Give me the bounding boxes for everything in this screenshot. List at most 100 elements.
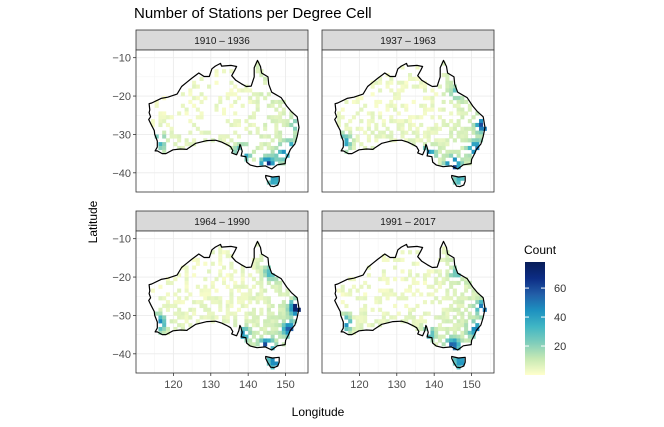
heatmap-cell [408, 76, 413, 82]
heatmap-cell [263, 80, 268, 85]
heatmap-cell [173, 326, 178, 332]
colorbar-label: 20 [554, 341, 566, 353]
heatmap-cell [203, 296, 208, 301]
heatmap-cell [422, 280, 427, 286]
heatmap-cell [441, 257, 446, 263]
heatmap-cell [281, 311, 286, 316]
heatmap-cell [393, 292, 398, 297]
heatmap-cell [240, 280, 245, 286]
heatmap-cell [207, 296, 212, 301]
heatmap-cell [278, 311, 283, 316]
heatmap-cell [263, 76, 268, 82]
heatmap-cell [456, 103, 461, 108]
heatmap-cell [195, 84, 200, 89]
heatmap-cell [396, 80, 401, 85]
heatmap-cell [467, 303, 472, 309]
heatmap-cell [259, 284, 264, 289]
heatmap-cell [274, 180, 279, 185]
heatmap-cell [471, 319, 476, 324]
heatmap-cell [281, 107, 286, 112]
heatmap-cell [281, 119, 286, 124]
heatmap-cell [344, 323, 349, 328]
heatmap-cell [244, 326, 249, 332]
heatmap-cell [404, 296, 409, 301]
heatmap-cell [411, 280, 416, 286]
heatmap-cell [218, 296, 223, 301]
heatmap-cell [173, 142, 178, 147]
heatmap-cell [259, 134, 264, 139]
heatmap-cell [408, 307, 413, 312]
heatmap-cell [467, 330, 472, 335]
heatmap-cell [274, 153, 279, 158]
heatmap-cell [285, 323, 290, 328]
heatmap-cell [456, 319, 461, 324]
heatmap-cell [464, 153, 469, 158]
heatmap-cell [162, 119, 167, 124]
heatmap-cell [374, 296, 379, 301]
heatmap-cell [214, 288, 219, 293]
heatmap-cell [281, 122, 286, 128]
heatmap-cell [266, 92, 271, 97]
heatmap-cell [229, 277, 234, 282]
heatmap-cell [434, 334, 439, 339]
heatmap-cell [404, 138, 409, 143]
heatmap-cell [210, 311, 215, 316]
heatmap-cell [471, 303, 476, 309]
heatmap-cell [355, 96, 360, 101]
heatmap-cell [426, 130, 431, 135]
heatmap-cell [255, 103, 260, 108]
heatmap-cell [244, 303, 249, 309]
heatmap-cell [479, 134, 484, 139]
heatmap-cell [344, 292, 349, 297]
heatmap-cell [389, 80, 394, 85]
heatmap-cell [188, 307, 193, 312]
heatmap-cell [355, 126, 360, 131]
heatmap-cell [408, 273, 413, 278]
heatmap-cell [244, 126, 249, 131]
heatmap-cell [400, 119, 405, 124]
heatmap-cell [467, 296, 472, 301]
heatmap-cell [225, 250, 230, 255]
heatmap-cell [289, 311, 294, 316]
heatmap-cell [162, 330, 167, 335]
heatmap-cell [274, 361, 279, 366]
heatmap-cell [266, 157, 271, 162]
heatmap-cell [460, 300, 465, 305]
heatmap-cell [479, 315, 484, 320]
heatmap-cell [169, 126, 174, 131]
heatmap-cell [366, 273, 371, 278]
heatmap-cell [434, 122, 439, 128]
heatmap-cell [355, 99, 360, 105]
heatmap-cell [281, 330, 286, 335]
heatmap-cell [408, 126, 413, 131]
heatmap-cell [467, 138, 472, 143]
heatmap-cell [199, 92, 204, 97]
heatmap-cell [274, 277, 279, 282]
heatmap-cell [475, 138, 480, 143]
heatmap-cell [396, 122, 401, 128]
heatmap-cell [278, 161, 283, 166]
heatmap-cell [259, 92, 264, 97]
heatmap-cell [158, 311, 163, 316]
heatmap-cell [218, 134, 223, 139]
heatmap-cell [278, 284, 283, 289]
heatmap-cell [381, 277, 386, 282]
heatmap-cell [240, 330, 245, 335]
heatmap-cell [222, 69, 227, 74]
heatmap-cell [411, 115, 416, 120]
heatmap-cell [236, 288, 241, 293]
heatmap-cell [184, 280, 189, 286]
heatmap-cell [266, 145, 271, 151]
heatmap-cell [278, 142, 283, 147]
heatmap-cell [437, 138, 442, 143]
heatmap-cell [434, 277, 439, 282]
heatmap-cell [445, 319, 450, 324]
heatmap-cell [169, 130, 174, 135]
heatmap-cell [475, 315, 480, 320]
heatmap-cell [452, 122, 457, 128]
y-tick-label: −10 [112, 53, 131, 65]
heatmap-cell [366, 265, 371, 270]
heatmap-cell [203, 315, 208, 320]
heatmap-cell [236, 88, 241, 93]
heatmap-cell [199, 315, 204, 320]
